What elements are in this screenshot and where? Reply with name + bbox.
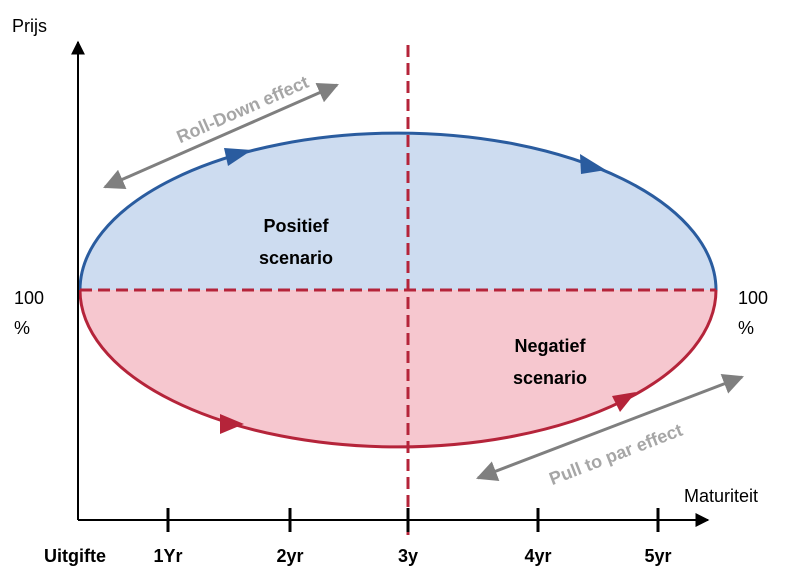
- par-label: %: [14, 318, 30, 338]
- positive-label: Positief: [263, 216, 329, 236]
- par-label: %: [738, 318, 754, 338]
- par-label: 100: [738, 288, 768, 308]
- positive-curve: [78, 131, 718, 291]
- roll-down-arrow: [103, 82, 339, 190]
- x-tick-label: Uitgifte: [44, 546, 106, 566]
- pull-to-par-arrow: [476, 373, 744, 482]
- x-tick-label: 3y: [398, 546, 418, 566]
- negative-curve: [78, 289, 718, 449]
- positive-label: scenario: [259, 248, 333, 268]
- pull-to-par-label: Pull to par effect: [546, 420, 685, 489]
- x-tick-label: 1Yr: [153, 546, 182, 566]
- par-label: 100: [14, 288, 44, 308]
- x-tick-label: 2yr: [276, 546, 303, 566]
- ticks: [166, 508, 660, 532]
- arrowhead: [580, 154, 606, 174]
- y-label: Prijs: [12, 16, 47, 36]
- arrowhead: [220, 414, 244, 434]
- x-label: Maturiteit: [684, 486, 758, 506]
- x-tick-label: 4yr: [524, 546, 551, 566]
- x-tick-label: 5yr: [644, 546, 671, 566]
- roll-down-label: Roll-Down effect: [174, 72, 312, 147]
- negative-label: scenario: [513, 368, 587, 388]
- negative-label: Negatief: [514, 336, 586, 356]
